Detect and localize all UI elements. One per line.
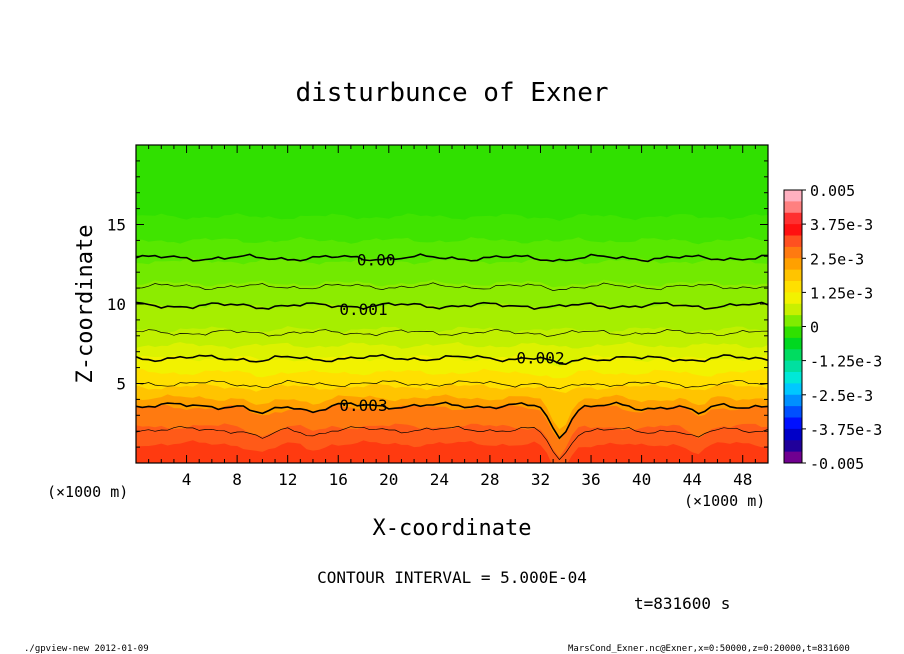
x-tick-label: 28 bbox=[480, 470, 499, 489]
contour-line bbox=[136, 425, 768, 461]
colorbar-segment bbox=[784, 372, 802, 384]
colorbar-segment bbox=[784, 360, 802, 373]
x-tick-label: 24 bbox=[430, 470, 449, 489]
contour-fill-band bbox=[136, 440, 768, 463]
y-axis-label: Z-coordinate bbox=[73, 225, 98, 384]
time-label: t=831600 s bbox=[634, 594, 730, 613]
y-tick-label: 15 bbox=[107, 216, 126, 235]
x-tick-label: 36 bbox=[581, 470, 600, 489]
footer-left: ./gpview-new 2012-01-09 bbox=[24, 644, 149, 654]
colorbar-segment bbox=[784, 349, 802, 362]
contour-labels: 0.00 0.001 0.002 0.003 bbox=[339, 251, 564, 415]
x-tick-label: 8 bbox=[232, 470, 242, 489]
colorbar-tick-label: -2.5e-3 bbox=[810, 387, 873, 405]
colorbar-segment bbox=[784, 394, 802, 407]
contour-lines bbox=[136, 253, 768, 461]
x-unit-left: (×1000 m) bbox=[47, 483, 128, 501]
colorbar-tick-label: -0.005 bbox=[810, 455, 864, 473]
colorbar-segment bbox=[784, 451, 802, 464]
colorbar-segment bbox=[784, 246, 802, 259]
contour-line bbox=[136, 253, 768, 263]
colorbar-tick-label: 2.5e-3 bbox=[810, 250, 864, 268]
colorbar bbox=[783, 189, 803, 464]
contour-line bbox=[136, 401, 768, 440]
contour-line bbox=[136, 301, 768, 310]
colorbar-tick-label: 1.25e-3 bbox=[810, 284, 873, 302]
colorbar-segment bbox=[784, 269, 802, 282]
colorbar-segment bbox=[784, 292, 802, 305]
colorbar-segment bbox=[784, 440, 802, 453]
colorbar-segment bbox=[784, 326, 802, 339]
colorbar-segment bbox=[784, 417, 802, 430]
contour-label: 0.003 bbox=[339, 396, 387, 415]
x-tick-label: 40 bbox=[632, 470, 651, 489]
x-tick-label: 16 bbox=[329, 470, 348, 489]
x-axis-label: X-coordinate bbox=[373, 516, 532, 541]
x-tick-label: 12 bbox=[278, 470, 297, 489]
colorbar-segment bbox=[784, 224, 802, 236]
x-tick-label: 48 bbox=[733, 470, 752, 489]
y-tick-label: 10 bbox=[107, 295, 126, 314]
contour-fill-field bbox=[136, 145, 768, 463]
colorbar-tick-label: 0 bbox=[810, 319, 819, 337]
contour-line bbox=[136, 353, 768, 366]
contour-line bbox=[136, 379, 768, 390]
x-tick-label: 4 bbox=[182, 470, 192, 489]
contour-line bbox=[136, 282, 768, 291]
colorbar-segment bbox=[784, 235, 802, 248]
colorbar-segment bbox=[784, 201, 802, 214]
contour-label: 0.001 bbox=[339, 300, 387, 319]
y-axis-ticks: 5 10 15 bbox=[107, 144, 768, 464]
colorbar-tick-label: 0.005 bbox=[810, 182, 855, 200]
x-unit-right: (×1000 m) bbox=[684, 492, 765, 510]
colorbar-segment bbox=[784, 383, 802, 396]
x-tick-label: 20 bbox=[379, 470, 398, 489]
colorbar-segment bbox=[784, 303, 802, 316]
x-axis-ticks: 4 8 12 16 20 24 28 32 36 40 44 48 bbox=[135, 145, 769, 489]
contour-label: 0.002 bbox=[516, 348, 564, 367]
colorbar-tick-label: -1.25e-3 bbox=[810, 353, 882, 371]
chart-title: disturbunce of Exner bbox=[295, 78, 608, 108]
colorbar-segment bbox=[784, 428, 802, 441]
colorbar-labels: 0.005 3.75e-3 2.5e-3 1.25e-3 0 -1.25e-3 -2.5e-… bbox=[802, 182, 882, 473]
contour-line bbox=[136, 328, 768, 337]
colorbar-segment bbox=[784, 190, 802, 202]
contour-label: 0.00 bbox=[357, 251, 396, 270]
footer-right: MarsCond_Exner.nc@Exner,x=0:50000,z=0:20… bbox=[568, 644, 850, 654]
colorbar-segment bbox=[784, 406, 802, 418]
colorbar-segment bbox=[784, 337, 802, 350]
x-tick-label: 32 bbox=[531, 470, 550, 489]
colorbar-segment bbox=[784, 315, 802, 327]
colorbar-segment bbox=[784, 212, 802, 225]
colorbar-segment bbox=[784, 281, 802, 293]
colorbar-segment bbox=[784, 258, 802, 271]
x-tick-label: 44 bbox=[683, 470, 702, 489]
contour-interval-text: CONTOUR INTERVAL = 5.000E-04 bbox=[317, 568, 587, 587]
colorbar-tick-label: -3.75e-3 bbox=[810, 421, 882, 439]
y-tick-label: 5 bbox=[116, 375, 126, 394]
colorbar-tick-label: 3.75e-3 bbox=[810, 216, 873, 234]
